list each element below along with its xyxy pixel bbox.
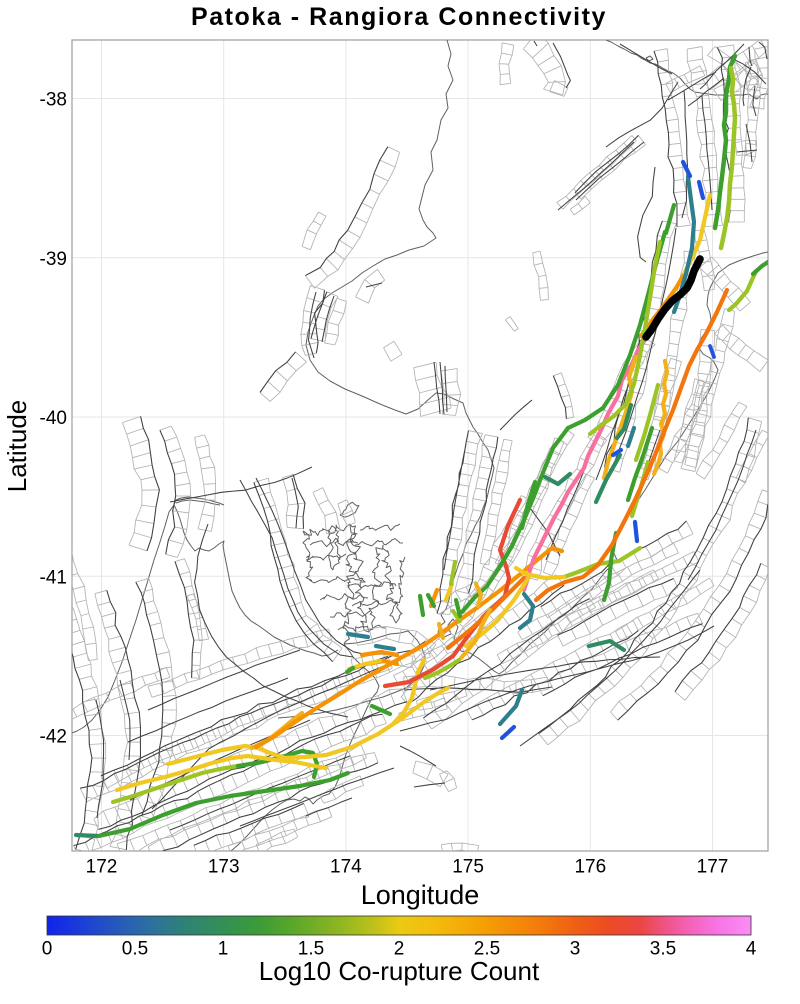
svg-text:-38: -38 [40, 90, 67, 111]
svg-text:173: 173 [208, 857, 240, 878]
svg-text:-39: -39 [40, 249, 67, 270]
svg-text:Log10 Co-rupture Count: Log10 Co-rupture Count [259, 956, 540, 986]
svg-text:174: 174 [330, 857, 362, 878]
svg-text:2: 2 [394, 939, 405, 960]
svg-text:4: 4 [746, 939, 757, 960]
svg-text:Patoka - Rangiora Connectivity: Patoka - Rangiora Connectivity [191, 3, 607, 31]
svg-text:2.5: 2.5 [474, 939, 500, 960]
svg-text:172: 172 [86, 857, 118, 878]
svg-text:176: 176 [574, 857, 606, 878]
svg-text:-41: -41 [40, 567, 67, 588]
svg-text:1.5: 1.5 [298, 939, 324, 960]
svg-text:-42: -42 [40, 727, 67, 748]
svg-text:175: 175 [452, 857, 484, 878]
svg-text:1: 1 [218, 939, 229, 960]
svg-text:3: 3 [570, 939, 581, 960]
svg-text:Latitude: Latitude [2, 400, 32, 493]
svg-text:Longitude: Longitude [361, 880, 480, 910]
svg-text:0: 0 [42, 939, 53, 960]
svg-text:-40: -40 [40, 408, 67, 429]
svg-text:0.5: 0.5 [122, 939, 148, 960]
svg-text:3.5: 3.5 [650, 939, 676, 960]
svg-text:177: 177 [697, 857, 729, 878]
